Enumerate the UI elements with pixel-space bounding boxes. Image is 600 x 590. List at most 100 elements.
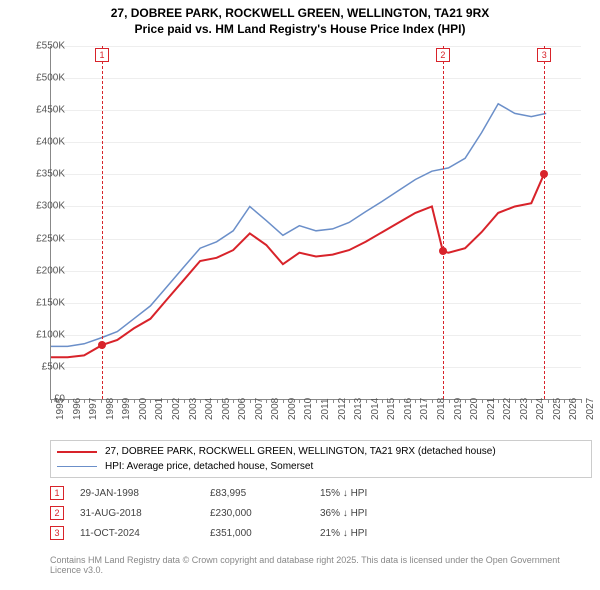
- transaction-price: £83,995: [210, 488, 320, 499]
- transaction-pct: 21% ↓ HPI: [320, 528, 400, 539]
- x-axis-label: 2006: [237, 398, 248, 420]
- x-tick: [581, 399, 582, 403]
- transaction-marker: 2: [50, 506, 64, 520]
- x-axis-label: 1998: [105, 398, 116, 420]
- x-tick: [333, 399, 334, 403]
- series-price_paid: [51, 174, 544, 358]
- transaction-marker: 3: [50, 526, 64, 540]
- y-axis-label: £250K: [25, 233, 65, 244]
- x-axis-label: 2010: [303, 398, 314, 420]
- x-axis-label: 2012: [337, 398, 348, 420]
- x-axis-label: 2022: [502, 398, 513, 420]
- x-tick: [283, 399, 284, 403]
- x-tick: [134, 399, 135, 403]
- y-axis-label: £50K: [25, 361, 65, 372]
- y-axis-label: £0: [25, 394, 65, 405]
- x-axis-label: 1999: [121, 398, 132, 420]
- chart-lines: [51, 46, 581, 399]
- sale-dot: [540, 170, 548, 178]
- x-axis-label: 2018: [436, 398, 447, 420]
- y-axis-label: £300K: [25, 201, 65, 212]
- attribution-text: Contains HM Land Registry data © Crown c…: [50, 555, 580, 575]
- transaction-price: £230,000: [210, 508, 320, 519]
- x-tick: [515, 399, 516, 403]
- x-tick: [564, 399, 565, 403]
- x-tick: [449, 399, 450, 403]
- x-axis-label: 2001: [154, 398, 165, 420]
- x-tick: [366, 399, 367, 403]
- sale-marker-line: [443, 46, 444, 399]
- x-tick: [68, 399, 69, 403]
- x-tick: [299, 399, 300, 403]
- x-axis-label: 2016: [403, 398, 414, 420]
- x-tick: [200, 399, 201, 403]
- legend-label: HPI: Average price, detached house, Some…: [105, 461, 313, 472]
- y-axis-label: £100K: [25, 329, 65, 340]
- x-tick: [117, 399, 118, 403]
- x-axis-label: 2013: [353, 398, 364, 420]
- legend-row: 27, DOBREE PARK, ROCKWELL GREEN, WELLING…: [57, 444, 585, 459]
- x-tick: [482, 399, 483, 403]
- x-axis-label: 2024: [535, 398, 546, 420]
- plot-area: 1995199619971998199920002001200220032004…: [50, 46, 581, 400]
- x-tick: [84, 399, 85, 403]
- transaction-marker: 1: [50, 486, 64, 500]
- x-axis-label: 2026: [568, 398, 579, 420]
- sale-marker-line: [544, 46, 545, 399]
- x-tick: [266, 399, 267, 403]
- y-axis-label: £200K: [25, 265, 65, 276]
- y-axis-label: £550K: [25, 41, 65, 52]
- transaction-date: 29-JAN-1998: [80, 488, 210, 499]
- transaction-row: 2 31-AUG-2018£230,00036% ↓ HPI: [50, 506, 400, 520]
- x-axis-label: 2017: [419, 398, 430, 420]
- y-axis-label: £400K: [25, 137, 65, 148]
- x-axis-label: 1997: [88, 398, 99, 420]
- sale-marker-box: 2: [436, 48, 450, 62]
- x-tick: [250, 399, 251, 403]
- x-tick: [233, 399, 234, 403]
- x-tick: [101, 399, 102, 403]
- sale-dot: [439, 247, 447, 255]
- x-tick: [217, 399, 218, 403]
- sale-marker-box: 3: [537, 48, 551, 62]
- transaction-row: 1 29-JAN-1998£83,99515% ↓ HPI: [50, 486, 400, 500]
- transaction-row: 311-OCT-2024£351,00021% ↓ HPI: [50, 526, 400, 540]
- x-axis-label: 2002: [171, 398, 182, 420]
- x-axis-label: 2004: [204, 398, 215, 420]
- x-tick: [167, 399, 168, 403]
- legend-row: HPI: Average price, detached house, Some…: [57, 459, 585, 474]
- x-tick: [150, 399, 151, 403]
- chart-title: 27, DOBREE PARK, ROCKWELL GREEN, WELLING…: [0, 0, 600, 37]
- transaction-pct: 36% ↓ HPI: [320, 508, 400, 519]
- x-axis-label: 2011: [320, 398, 331, 420]
- x-tick: [465, 399, 466, 403]
- x-axis-label: 2021: [486, 398, 497, 420]
- legend-swatch: [57, 451, 97, 453]
- x-axis-label: 2015: [386, 398, 397, 420]
- x-tick: [382, 399, 383, 403]
- x-tick: [548, 399, 549, 403]
- transaction-date: 31-AUG-2018: [80, 508, 210, 519]
- x-axis-label: 2008: [270, 398, 281, 420]
- x-axis-label: 2014: [370, 398, 381, 420]
- chart-container: 27, DOBREE PARK, ROCKWELL GREEN, WELLING…: [0, 0, 600, 590]
- y-axis-label: £150K: [25, 297, 65, 308]
- x-axis-label: 1996: [72, 398, 83, 420]
- x-axis-label: 2009: [287, 398, 298, 420]
- transactions-table: 1 29-JAN-1998£83,99515% ↓ HPI 2 31-AUG-2018…: [50, 486, 400, 546]
- x-axis-label: 2020: [469, 398, 480, 420]
- legend: 27, DOBREE PARK, ROCKWELL GREEN, WELLING…: [50, 440, 592, 478]
- x-axis-label: 2003: [188, 398, 199, 420]
- transaction-price: £351,000: [210, 528, 320, 539]
- x-axis-label: 2019: [453, 398, 464, 420]
- x-axis-label: 2000: [138, 398, 149, 420]
- x-tick: [531, 399, 532, 403]
- transaction-pct: 15% ↓ HPI: [320, 488, 400, 499]
- y-axis-label: £500K: [25, 73, 65, 84]
- y-axis-label: £450K: [25, 105, 65, 116]
- x-tick: [415, 399, 416, 403]
- x-tick: [349, 399, 350, 403]
- x-tick: [399, 399, 400, 403]
- x-axis-label: 2023: [519, 398, 530, 420]
- legend-label: 27, DOBREE PARK, ROCKWELL GREEN, WELLING…: [105, 446, 496, 457]
